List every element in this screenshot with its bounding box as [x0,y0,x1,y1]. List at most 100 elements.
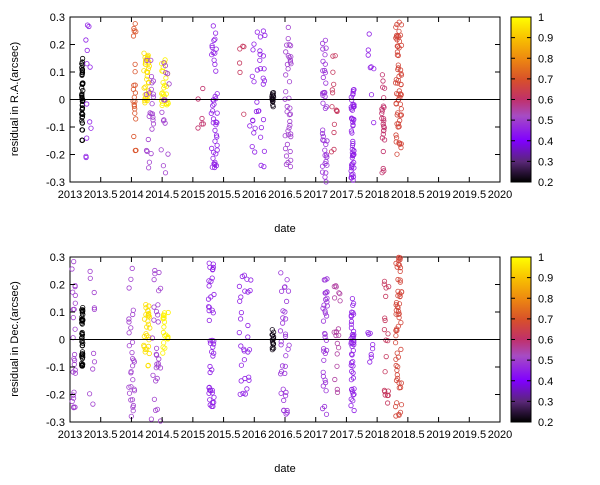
data-point [142,84,148,90]
data-point [213,132,220,138]
y-tick-label: 0.1 [50,307,65,319]
data-point [148,151,154,157]
data-point [72,367,78,373]
data-point [337,298,343,304]
data-point [150,121,157,127]
data-point [80,87,86,94]
y-tick-label: -0.2 [46,150,65,162]
y-tick-label: 0.1 [50,67,65,79]
data-point [126,343,132,349]
data-point [329,87,335,93]
data-point [237,46,243,52]
x-tick-label: 2019.5 [452,189,486,201]
data-point [244,386,250,392]
data-point [260,28,266,34]
data-point [365,329,371,336]
data-point [79,91,85,97]
data-point [281,407,287,414]
data-point [392,403,399,410]
data-point [320,68,326,74]
data-point [285,35,291,42]
data-point [250,118,256,124]
data-point [383,293,389,299]
data-point [79,93,85,99]
data-point [253,108,259,115]
data-point [162,82,168,89]
data-point [156,288,162,294]
data-point [141,333,147,340]
data-point [70,289,76,295]
data-point [211,394,217,400]
data-point [238,294,244,300]
data-point [380,84,386,90]
data-point [213,119,219,125]
data-point [165,100,171,107]
data-point [258,125,264,131]
x-tick-label: 2015.5 [207,189,241,201]
data-point [367,65,373,71]
data-point [348,321,354,327]
data-point [159,102,165,109]
x-tick-label: 2014.5 [145,189,179,201]
y-axis-label-bottom: residual in Dec.(arcsec) [9,281,21,397]
data-point [211,101,217,107]
data-point [380,165,386,172]
data-point [84,22,91,28]
data-point [258,162,264,168]
data-point [90,401,96,407]
data-point [130,402,136,409]
colorbar-tick-label: 0.2 [538,177,553,189]
data-point [86,23,92,30]
data-point [323,337,329,343]
data-point [210,23,216,29]
data-point [280,386,286,392]
data-point [130,33,137,39]
colorbar-tick-label: 0.9 [538,273,553,285]
x-axis-label-bottom: date [274,463,295,475]
data-point [278,288,285,294]
data-point [128,370,134,376]
data-point [270,341,276,347]
data-point [348,386,355,393]
data-point [210,120,216,126]
data-point [151,317,157,323]
data-point [396,140,402,146]
y-tick-label: -0.3 [46,177,65,189]
data-point [239,273,245,280]
y-tick-label: -0.2 [46,390,65,402]
data-point [241,111,247,117]
data-point [287,57,293,63]
data-point [254,67,260,73]
data-point [131,388,138,394]
data-point [282,393,289,399]
data-point [348,318,355,325]
data-point [381,128,387,134]
data-point [159,91,165,97]
data-point [206,317,212,323]
data-point [151,304,157,310]
data-point [159,109,165,115]
colorbar-ticks-top: 0.2 0.3 0.4 0.5 0.6 0.7 0.8 0.9 1 [511,12,553,189]
data-point [154,345,160,351]
data-point [349,155,355,161]
y-tick-label: -0.1 [46,122,65,134]
data-point [396,380,402,386]
data-point [79,317,85,323]
data-point [285,24,291,30]
data-point [351,407,357,414]
data-point [286,41,292,48]
data-point [214,134,220,140]
data-point [79,363,86,369]
data-point [278,270,284,276]
data-point [90,366,96,372]
data-point [334,108,340,115]
colorbar-tick-label: 0.9 [538,33,553,45]
data-point [79,65,85,71]
data-point [349,130,355,136]
data-point [393,91,400,97]
data-point [87,275,93,281]
data-point [207,340,213,346]
data-point [79,70,85,76]
data-point [160,329,166,336]
axes-top: 2013 2013.5 2014 2014.5 2015 2015.5 2016 2016.5… [46,12,512,201]
